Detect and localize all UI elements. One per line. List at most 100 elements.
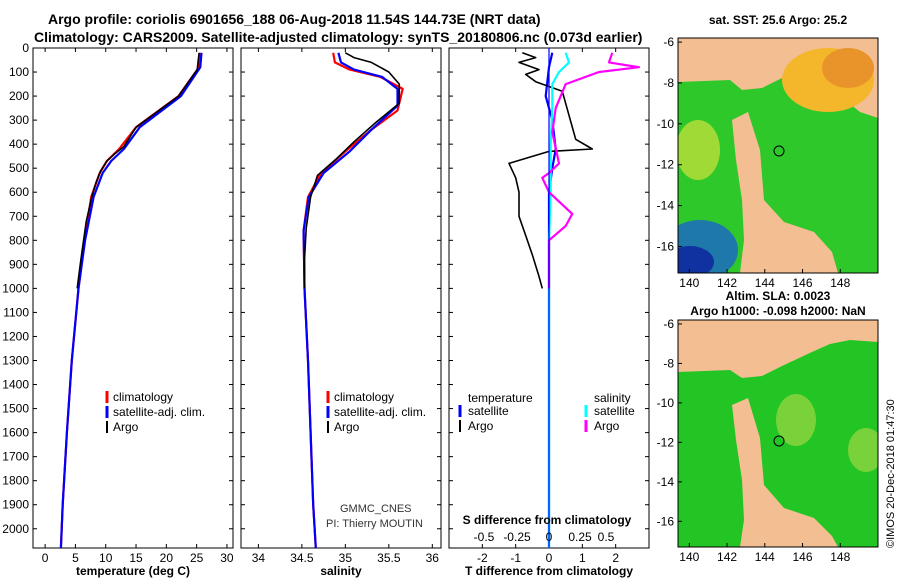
x-tick-label: -1 bbox=[510, 551, 521, 565]
depth-tick-label: 1500 bbox=[2, 402, 29, 416]
s-tick: 0.25 bbox=[568, 530, 592, 544]
x-tick-label: 25 bbox=[190, 551, 204, 565]
credit-gmmc: GMMC_CNES bbox=[340, 503, 412, 515]
map-lat-label: -10 bbox=[657, 117, 675, 131]
x-tick-label: 35.5 bbox=[377, 551, 401, 565]
series-line-argo bbox=[508, 52, 594, 289]
x-tick-label: 34 bbox=[252, 551, 266, 565]
x-tick-label: 5 bbox=[72, 551, 79, 565]
map-sst-title: sat. SST: 25.6 Argo: 25.2 bbox=[709, 13, 848, 27]
depth-tick-label: 2000 bbox=[2, 522, 29, 536]
series-line-magenta bbox=[541, 52, 641, 289]
series-line-satellite bbox=[302, 52, 399, 548]
series-line-satellite bbox=[59, 52, 203, 548]
map-lon-label: 140 bbox=[679, 550, 699, 564]
temperature-legend: climatology satellite-adj. clim. Argo bbox=[105, 390, 205, 434]
depth-tick-label: 700 bbox=[9, 209, 29, 223]
copyright-footer: ©IMOS 20-Dec-2018 01:47:30 bbox=[885, 399, 897, 548]
map-sst-frame bbox=[677, 37, 879, 274]
legend-heading-s: salinity bbox=[594, 391, 631, 405]
map-lat-label: -6 bbox=[663, 317, 674, 331]
map-lat-label: -16 bbox=[657, 239, 675, 253]
s-difference-label: S difference from climatology bbox=[463, 513, 632, 527]
credit-pi: PI: Thierry MOUTIN bbox=[326, 518, 423, 530]
series-line-argo bbox=[303, 52, 401, 289]
legend-label: Argo bbox=[334, 420, 360, 434]
series-line-climatology bbox=[302, 52, 404, 548]
x-tick-label: 1 bbox=[579, 551, 586, 565]
salinity-panel-frame bbox=[240, 47, 442, 549]
x-tick-label: 36 bbox=[426, 551, 440, 565]
depth-tick-label: 1200 bbox=[2, 329, 29, 343]
map-lon-label: 148 bbox=[830, 276, 850, 290]
legend-label: satellite-adj. clim. bbox=[113, 405, 205, 419]
depth-tick-label: 1800 bbox=[2, 474, 29, 488]
sla-high-patch bbox=[776, 394, 816, 446]
depth-tick-label: 1100 bbox=[3, 305, 29, 319]
s-difference-ticks: -0.5 -0.25 0 0.25 0.5 bbox=[474, 530, 615, 544]
legend-label: satellite-adj. clim. bbox=[334, 405, 426, 419]
argo-position-marker bbox=[773, 435, 785, 447]
s-tick: -0.25 bbox=[503, 530, 531, 544]
legend-label: satellite bbox=[594, 404, 635, 418]
map-lat-label: -12 bbox=[657, 435, 675, 449]
map-lat-label: -8 bbox=[663, 356, 674, 370]
depth-tick-label: 1700 bbox=[2, 450, 29, 464]
difference-xlabel: T difference from climatology bbox=[465, 564, 633, 578]
depth-tick-label: 0 bbox=[22, 41, 29, 55]
depth-axis: 0 100 200 300 400 500 600 700 800 900 1000 1100 1200… bbox=[2, 41, 649, 536]
x-tick-label: 0 bbox=[42, 551, 49, 565]
x-tick-label: 30 bbox=[220, 551, 234, 565]
difference-legend: temperature satellite Argo salinity sate… bbox=[458, 391, 635, 433]
warm-sst-core bbox=[822, 48, 874, 88]
map-lon-label: 146 bbox=[793, 276, 813, 290]
map-sla-title-2: Argo h1000: -0.098 h2000: NaN bbox=[690, 304, 865, 318]
salinity-legend: climatology satellite-adj. clim. Argo bbox=[326, 390, 426, 434]
legend-heading-t: temperature bbox=[468, 391, 533, 405]
title-line-2: Climatology: CARS2009. Satellite-adjuste… bbox=[34, 29, 642, 45]
title-line-1: Argo profile: coriolis 6901656_188 06-Au… bbox=[48, 11, 541, 27]
map-sla-axes: 140 142 144 146 148 -6 -8 -10 -12 -14 -16 bbox=[657, 317, 851, 564]
x-tick-label: 35 bbox=[339, 551, 353, 565]
depth-tick-label: 1000 bbox=[2, 281, 29, 295]
x-tick-label: 34.5 bbox=[290, 551, 314, 565]
cool-sst-core bbox=[678, 246, 714, 273]
salinity-lines bbox=[302, 52, 404, 548]
depth-tick-label: 300 bbox=[9, 113, 29, 127]
x-axes: 0 5 10 15 20 25 30 34 34.5 35 35.5 36 -2 -1 0 1 2 bbox=[42, 48, 619, 565]
depth-tick-label: 200 bbox=[9, 89, 29, 103]
land-cape-york bbox=[732, 112, 838, 273]
x-tick-label: 0 bbox=[546, 551, 553, 565]
x-tick-label: 20 bbox=[160, 551, 174, 565]
map-lon-label: 142 bbox=[717, 276, 737, 290]
depth-tick-label: 1300 bbox=[2, 354, 29, 368]
warm-patch bbox=[678, 120, 720, 180]
land-cape-york bbox=[732, 398, 838, 547]
map-lon-label: 148 bbox=[830, 550, 850, 564]
map-lat-label: -14 bbox=[657, 475, 675, 489]
series-line-climatology bbox=[59, 52, 202, 548]
series-line-argo bbox=[76, 52, 200, 289]
s-tick: 0 bbox=[546, 530, 553, 544]
temperature-lines bbox=[59, 52, 203, 548]
legend-label: satellite bbox=[468, 404, 509, 418]
argo-position-marker bbox=[773, 145, 785, 157]
depth-tick-label: 1400 bbox=[2, 378, 29, 392]
difference-lines bbox=[508, 48, 641, 548]
sea-sst bbox=[678, 74, 878, 273]
legend-label: Argo bbox=[113, 420, 139, 434]
depth-tick-label: 400 bbox=[9, 137, 29, 151]
map-lon-label: 146 bbox=[793, 550, 813, 564]
map-lon-label: 144 bbox=[755, 276, 775, 290]
map-lon-label: 144 bbox=[755, 550, 775, 564]
sla-high-patch bbox=[848, 428, 878, 472]
legend-label: Argo bbox=[468, 419, 494, 433]
map-sst-axes: 140 142 144 146 148 -6 -8 -10 -12 -14 -16 bbox=[657, 35, 851, 290]
map-sla-title-1: Altim. SLA: 0.0023 bbox=[726, 289, 831, 303]
map-lat-label: -8 bbox=[663, 76, 674, 90]
depth-tick-label: 600 bbox=[9, 185, 29, 199]
salinity-xlabel: salinity bbox=[320, 564, 362, 578]
temperature-xlabel: temperature (deg C) bbox=[76, 564, 190, 578]
